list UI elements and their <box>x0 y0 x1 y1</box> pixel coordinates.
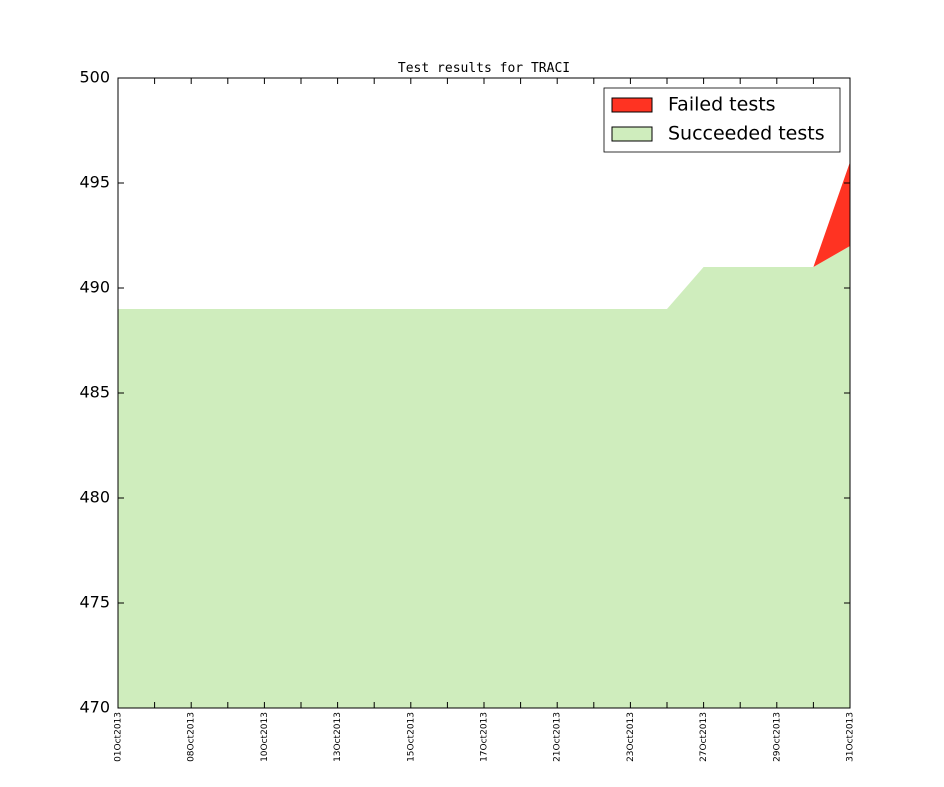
x-tick-label: 10Oct2013 <box>260 712 270 762</box>
legend-swatch <box>611 97 653 113</box>
x-tick-label: 27Oct2013 <box>699 712 709 762</box>
x-tick-label: 13Oct2013 <box>333 712 343 762</box>
x-tick-label: 15Oct2013 <box>406 712 416 762</box>
y-tick-label: 480 <box>79 488 110 507</box>
y-tick-label: 500 <box>79 68 110 87</box>
x-tick-label: 08Oct2013 <box>187 712 197 762</box>
x-tick-label: 01Oct2013 <box>114 712 124 762</box>
x-tick-label: 23Oct2013 <box>626 712 636 762</box>
legend-swatch <box>611 126 653 142</box>
x-tick-label: 21Oct2013 <box>553 712 563 762</box>
y-tick-label: 475 <box>79 593 110 612</box>
chart-title: Test results for TRACI <box>398 61 570 76</box>
y-tick-label: 470 <box>79 698 110 717</box>
legend-label: Succeeded tests <box>668 123 825 145</box>
legend-label: Failed tests <box>668 94 776 116</box>
area <box>118 246 850 708</box>
x-tick-label: 29Oct2013 <box>772 712 782 762</box>
y-tick-label: 490 <box>79 278 110 297</box>
y-tick-label: 495 <box>79 173 110 192</box>
x-tick-label: 31Oct2013 <box>846 712 856 762</box>
x-tick-label: 17Oct2013 <box>480 712 490 762</box>
y-tick-label: 485 <box>79 383 110 402</box>
